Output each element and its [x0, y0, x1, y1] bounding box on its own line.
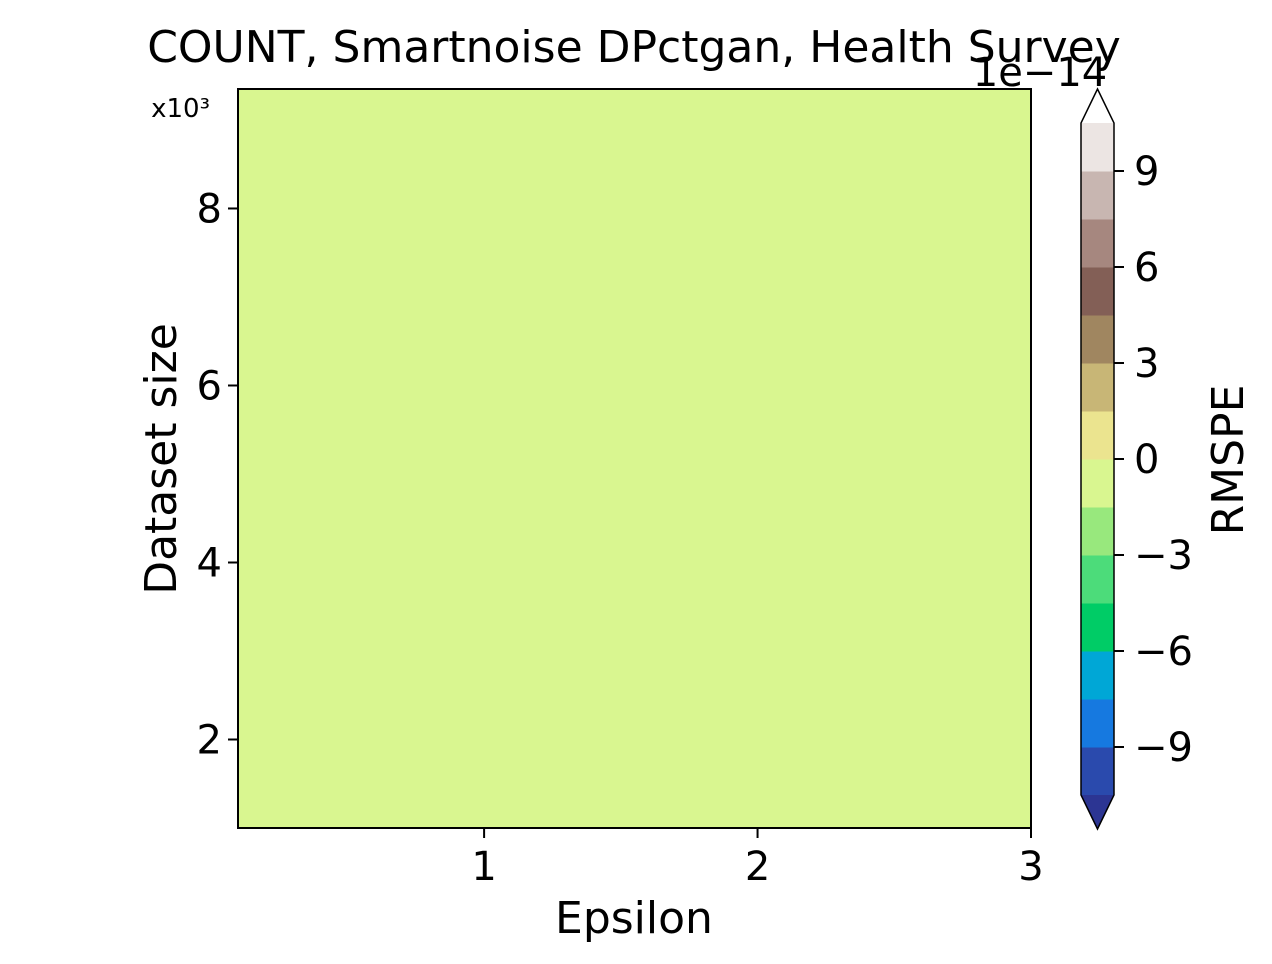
- colorbar-offset-label: 1e−14: [973, 50, 1107, 96]
- colorbar-under-extension: [1081, 795, 1114, 829]
- plot-area: 1 2 3 2 4 6 8: [197, 88, 1044, 890]
- colorbar-tick-label: 0: [1134, 437, 1159, 483]
- colorbar: −9 −6 −3 0 3 6 9: [1080, 87, 1193, 831]
- colorbar-segment: [1081, 747, 1114, 796]
- colorbar-segment: [1081, 315, 1114, 364]
- y-tick-label: 6: [197, 363, 222, 409]
- colorbar-segment: [1081, 507, 1114, 556]
- y-tick-label: 4: [197, 540, 222, 586]
- colorbar-label: RMSPE: [1203, 385, 1254, 536]
- colorbar-tick-label: −6: [1134, 629, 1193, 675]
- colorbar-segment: [1081, 459, 1114, 508]
- x-tick-label: 3: [1018, 844, 1043, 890]
- colorbar-tick-label: 3: [1134, 341, 1159, 387]
- colorbar-segment: [1081, 555, 1114, 604]
- colorbar-tick-label: −9: [1134, 725, 1193, 771]
- chart-title: COUNT, Smartnoise DPctgan, Health Survey: [147, 22, 1121, 73]
- x-axis-label: Epsilon: [555, 893, 713, 944]
- colorbar-tick-label: −3: [1134, 533, 1193, 579]
- colorbar-tick-label: 9: [1134, 149, 1159, 195]
- plot-frame: [237, 88, 1032, 829]
- colorbar-segment: [1081, 651, 1114, 700]
- colorbar-segment: [1081, 363, 1114, 412]
- x-axis-ticks: 1 2 3: [471, 828, 1044, 890]
- y-multiplier-label: x10³: [151, 94, 210, 124]
- colorbar-tick-label: 6: [1134, 245, 1159, 291]
- colorbar-segment: [1081, 699, 1114, 748]
- y-tick-label: 8: [197, 186, 222, 232]
- colorbar-over-extension: [1081, 89, 1114, 123]
- colorbar-segment: [1081, 603, 1114, 652]
- colorbar-segment: [1081, 411, 1114, 460]
- heatmap-fill: [238, 89, 1031, 828]
- x-tick-label: 2: [745, 844, 770, 890]
- x-tick-label: 1: [471, 844, 496, 890]
- colorbar-outline: [1080, 87, 1115, 831]
- y-axis-ticks: 2 4 6 8: [197, 186, 238, 763]
- colorbar-segment: [1081, 171, 1114, 220]
- colorbar-segment: [1081, 123, 1114, 172]
- y-axis-label: Dataset size: [136, 323, 187, 595]
- y-tick-label: 2: [197, 717, 222, 763]
- colorbar-segment: [1081, 219, 1114, 268]
- colorbar-segment: [1081, 267, 1114, 316]
